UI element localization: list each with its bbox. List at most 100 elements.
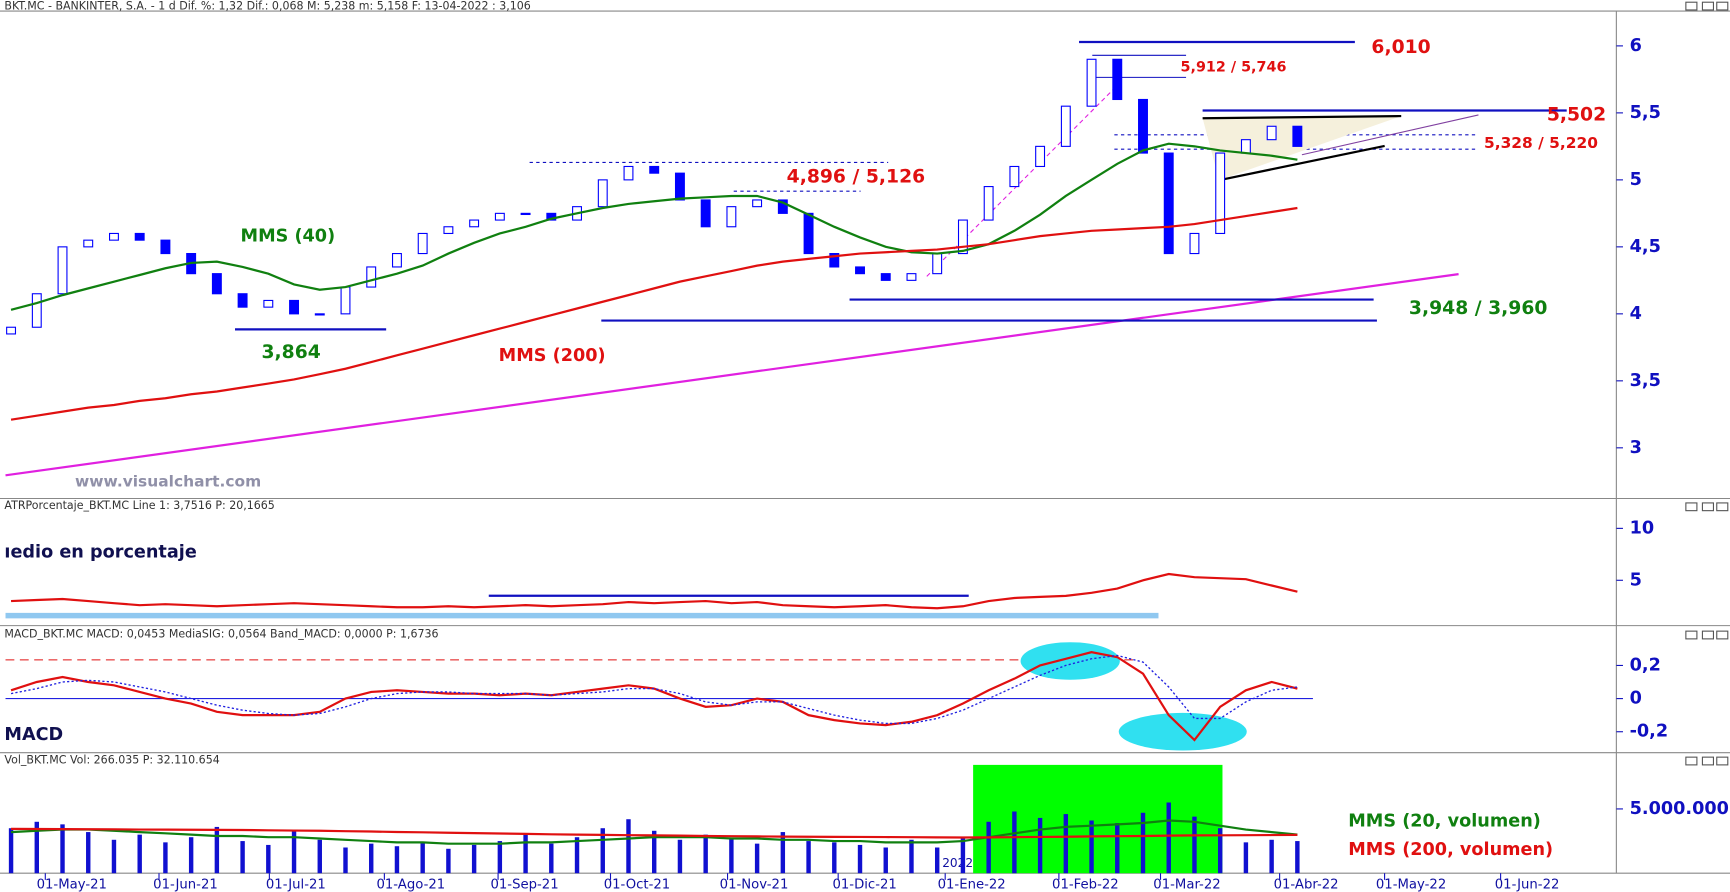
panel-header: ATRPorcentaje_BKT.MC Line 1: 3,7516 P: 2… [4,499,274,512]
volume-highlight [973,764,1223,874]
y-tick-label: 5.000.000 [1630,799,1729,819]
bar [1089,820,1094,874]
y-tick-label: 4,5 [1630,237,1661,257]
bar [394,846,400,874]
bar [1166,802,1171,874]
bar [137,834,142,874]
series-line [10,651,1298,742]
series-line [10,206,1298,421]
bar [291,829,297,874]
y-tick-label: 0,2 [1630,655,1661,675]
y-tick-label: 5 [1630,170,1642,190]
candle-body [777,199,788,214]
candle-body [1163,152,1174,255]
bar [549,843,554,874]
frames [0,10,1730,874]
x-tick-label: 01-May-22 [1376,877,1446,892]
bar [754,843,760,874]
annotation: 6,010 [1371,37,1430,58]
candle-body [726,206,737,228]
candle-body [340,286,351,315]
x-tick-label: 01-Ene-22 [938,877,1006,892]
bar [1063,814,1069,874]
bar [497,841,503,874]
bar [1295,841,1300,874]
candle-body [366,266,377,288]
bar [471,844,477,874]
x-tick-label: 01-Jun-21 [153,877,218,892]
y-tick-label: 5 [1630,570,1642,590]
x-tick-label: 01-Jul-21 [266,877,326,892]
bar [703,834,708,874]
y-tick-label: 5,5 [1630,103,1661,123]
bar [960,837,966,874]
panel-header: BKT.MC - BANKINTER, S.A. - 1 d Dif. %: 1… [4,0,530,13]
annotation: 3,864 [261,342,320,363]
candle-body [1215,152,1226,235]
candle-body [57,246,68,295]
y-tick-label: 3,5 [1630,371,1661,391]
y-tick-label: 4 [1630,304,1642,324]
series-label: MMS (40) [241,227,336,247]
annotation: 3,948 / 3,960 [1409,298,1548,319]
annotation: www.visualchart.com [75,472,261,490]
legend-label: MMS (20, volumen) [1348,811,1541,831]
bar [86,832,91,874]
x-tick-label: 01-Feb-22 [1052,877,1119,892]
bar [240,841,245,874]
candle-body [1035,145,1046,168]
panel: Vol_BKT.MC Vol: 266.035 P: 32.110.654 5.0… [4,753,1729,892]
candle-body [1009,165,1020,188]
bar [1115,823,1120,874]
bar [1037,817,1043,874]
x-tick-label: 01-Oct-21 [604,877,671,892]
bar [986,821,991,874]
bar [214,826,220,874]
bar [883,847,888,874]
x-tick-label: 01-May-21 [37,877,107,892]
bar [188,837,194,874]
bar [677,839,683,874]
candle-body [1240,139,1251,154]
series-line [11,827,1298,839]
annotation: 5,502 [1547,104,1606,125]
bar [317,839,322,874]
y-tick-label: -0,2 [1630,722,1669,742]
candle-body [983,186,994,221]
candle-body [880,273,891,281]
series-line [10,572,1298,610]
candle-body [31,293,42,328]
candle-body [1266,125,1277,141]
candle-body [957,219,968,255]
candle-body [752,199,763,208]
bar [626,819,631,874]
y-tick-label: 10 [1630,518,1655,538]
series-line [10,142,1298,311]
bar [934,847,940,874]
bar [780,832,786,874]
bar [111,839,117,874]
candle-body [391,253,402,268]
bar [343,847,348,874]
macd-overlays [5,642,1313,751]
bar [600,828,605,874]
bar [909,839,914,874]
candle-body [211,273,222,295]
bar [446,848,451,874]
annotation: 5,912 / 5,746 [1181,59,1287,75]
bar [806,841,811,874]
candle-body [237,293,248,308]
bar [34,821,39,874]
bar [574,837,580,874]
candle-body [1112,58,1123,101]
annotation: 5,328 / 5,220 [1484,134,1598,152]
bar [652,830,657,874]
y-tick-label: 0 [1630,689,1642,709]
panel-header: MACD_BKT.MC MACD: 0,0453 MediaSIG: 0,056… [4,627,438,640]
bar [1243,842,1249,874]
series-label: MMS (200) [499,346,606,366]
candle-body [469,219,480,228]
candle-body [314,313,325,316]
